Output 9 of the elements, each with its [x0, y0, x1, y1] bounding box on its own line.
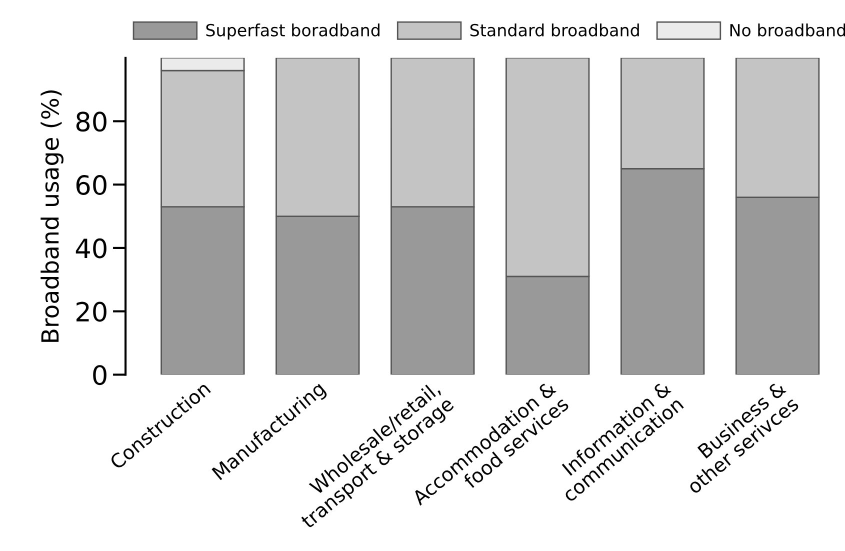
y-tick-label: 0 [93, 365, 106, 386]
legend-label: No broadband [730, 24, 845, 36]
y-tick-label: 20 [76, 302, 106, 322]
legend-label: Superfast boradband [206, 24, 380, 40]
y-axis-title: Broadband usage (%) [40, 90, 64, 342]
y-tick-label: 60 [76, 175, 106, 195]
legend-label: Standard broadband [470, 24, 639, 36]
y-tick-label: 40 [76, 238, 106, 258]
y-tick-label: 80 [76, 112, 106, 132]
